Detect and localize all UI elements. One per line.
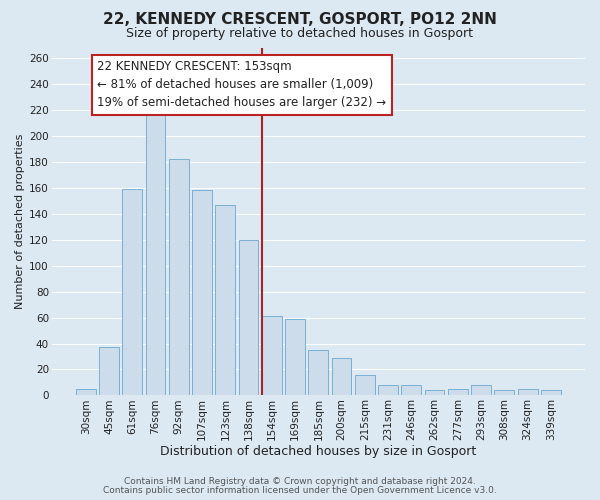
Bar [518,389,538,396]
Bar [541,390,561,396]
Text: Contains public sector information licensed under the Open Government Licence v3: Contains public sector information licen… [103,486,497,495]
Bar [471,385,491,396]
Bar [122,189,142,396]
Bar [308,350,328,396]
Bar [425,390,445,396]
Y-axis label: Number of detached properties: Number of detached properties [15,134,25,309]
Text: Contains HM Land Registry data © Crown copyright and database right 2024.: Contains HM Land Registry data © Crown c… [124,477,476,486]
Text: 22, KENNEDY CRESCENT, GOSPORT, PO12 2NN: 22, KENNEDY CRESCENT, GOSPORT, PO12 2NN [103,12,497,28]
Bar [494,390,514,396]
Bar [355,374,375,396]
Bar [378,385,398,396]
Bar [169,159,189,396]
Bar [239,240,259,396]
Text: 22 KENNEDY CRESCENT: 153sqm
← 81% of detached houses are smaller (1,009)
19% of : 22 KENNEDY CRESCENT: 153sqm ← 81% of det… [97,60,386,110]
Text: Size of property relative to detached houses in Gosport: Size of property relative to detached ho… [127,28,473,40]
Bar [192,190,212,396]
Bar [448,389,468,396]
Bar [285,319,305,396]
Bar [332,358,352,396]
Bar [146,112,166,396]
X-axis label: Distribution of detached houses by size in Gosport: Distribution of detached houses by size … [160,444,476,458]
Bar [99,348,119,396]
Bar [262,316,282,396]
Bar [215,204,235,396]
Bar [401,385,421,396]
Bar [76,389,96,396]
